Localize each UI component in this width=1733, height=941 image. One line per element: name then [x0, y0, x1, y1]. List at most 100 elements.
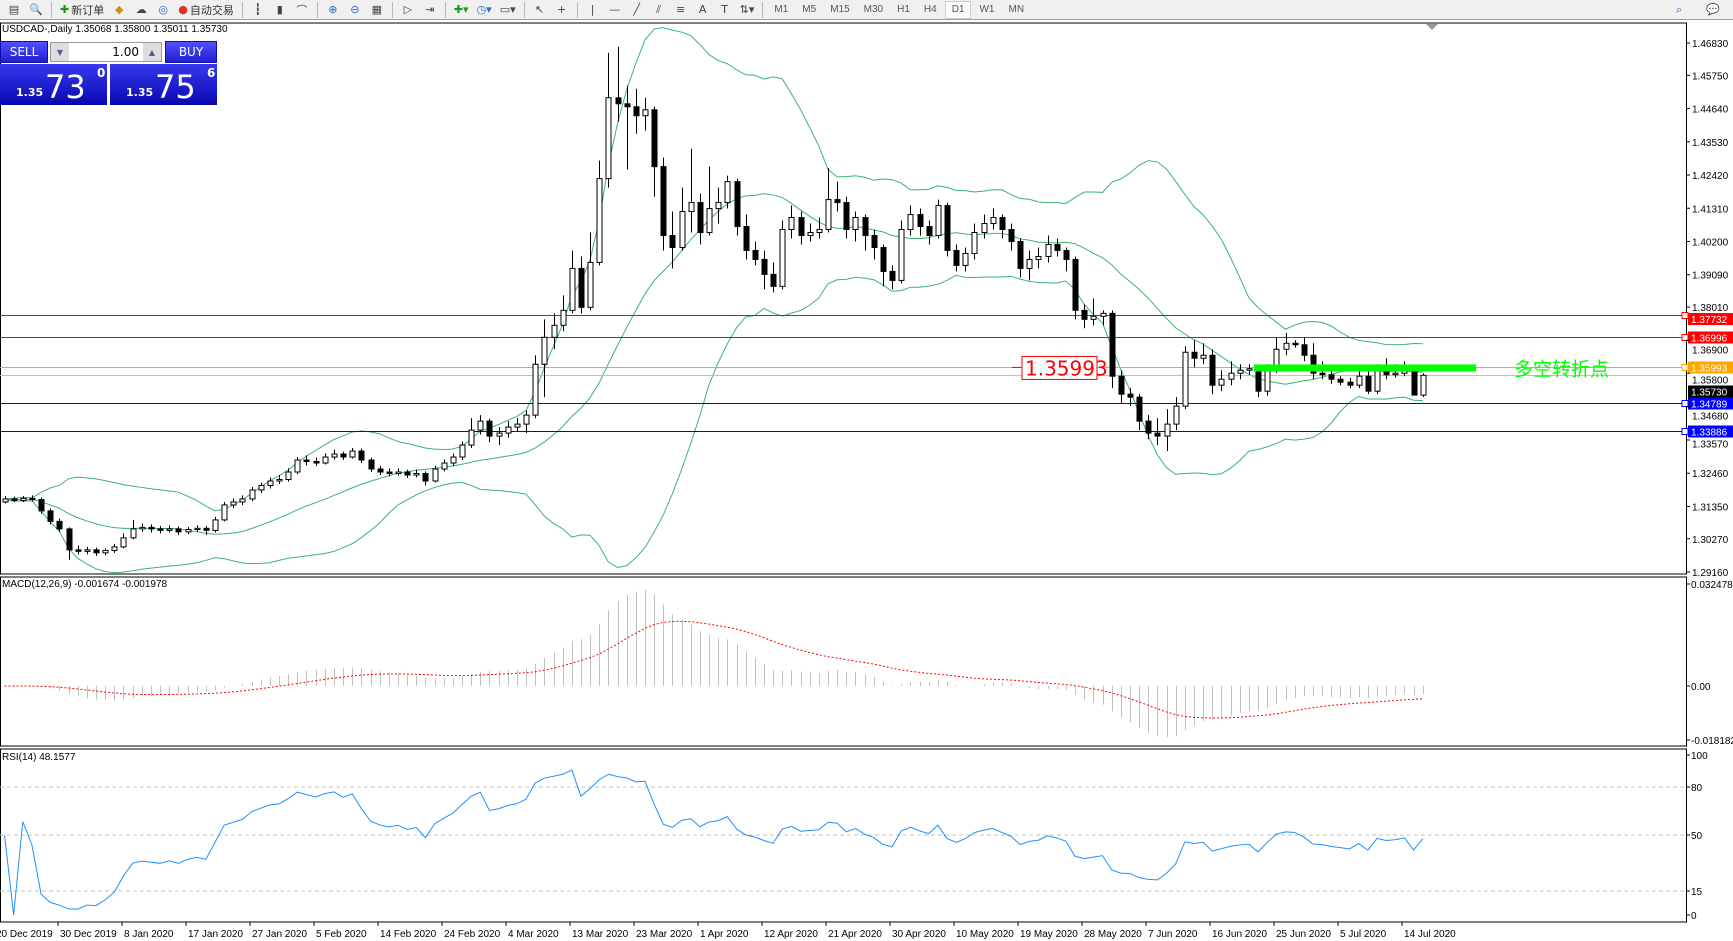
line-chart-button[interactable]: ⌒ [292, 1, 312, 19]
timeframe-mn[interactable]: MN [1008, 4, 1025, 15]
chart-shift-marker-icon [1426, 24, 1438, 30]
horizontal-line-button[interactable]: — [605, 1, 625, 19]
bullish-candle [642, 109, 649, 117]
market-watch-button[interactable]: ◆ [109, 1, 129, 19]
auto-trading-button[interactable]: ● 自动交易 [175, 1, 237, 19]
bullish-candle [459, 444, 466, 458]
arrows-button[interactable]: ⇅▾ [737, 1, 758, 19]
crosshair-button[interactable]: + [552, 1, 572, 19]
text-button[interactable]: A [693, 1, 713, 19]
level-handle-icon [1681, 428, 1689, 435]
bullish-candle [130, 528, 137, 539]
timeframe-m5[interactable]: M5 [802, 4, 817, 15]
increase-lot-icon[interactable]: ▲ [143, 43, 161, 61]
bullish-candle [1356, 375, 1363, 386]
search-icon[interactable]: ⌕ [1675, 2, 1683, 16]
bullish-candle [1090, 315, 1097, 320]
timeframe-m15[interactable]: M15 [830, 4, 850, 15]
timeframe-m1[interactable]: M1 [774, 4, 789, 15]
bullish-candle [1173, 405, 1180, 425]
date-tick-label: 16 Jun 2020 [1212, 929, 1267, 940]
price-tick-label: 1.46830 [1692, 39, 1729, 50]
bullish-candle [541, 336, 548, 365]
bullish-candle [935, 205, 942, 236]
autoscroll-button[interactable]: ⇥ [420, 1, 440, 19]
bearish-candle [1255, 368, 1262, 392]
tile-windows-icon: ▦ [371, 3, 383, 16]
text-label-button[interactable]: T [715, 1, 735, 19]
rsi-tick-label: 0 [1691, 911, 1697, 922]
fibonacci-button[interactable]: ≡ [671, 1, 691, 19]
bearish-candle [358, 450, 365, 461]
price-level-tag [1688, 425, 1733, 438]
date-tick-label: 14 Feb 2020 [380, 929, 437, 940]
bullish-candle [596, 178, 603, 263]
bullish-candle [1035, 255, 1042, 260]
bearish-candle [1209, 354, 1216, 386]
bullish-candle [852, 217, 859, 231]
zoom-window-button[interactable]: 🔍 [26, 1, 46, 19]
lot-size-input[interactable] [69, 45, 143, 59]
decrease-lot-icon[interactable]: ▼ [51, 43, 69, 61]
equidistant-channel-button[interactable]: ⫽ [649, 1, 669, 19]
bullish-candle [1420, 374, 1427, 396]
new-chart-button[interactable]: ▤ [4, 1, 24, 19]
bearish-candle [1292, 342, 1299, 346]
chat-icon[interactable]: 💬 [1706, 3, 1720, 16]
trendline-icon: ╱ [633, 3, 640, 16]
date-tick-label: 23 Mar 2020 [636, 929, 693, 940]
rsi-tick-label: 50 [1691, 831, 1703, 842]
templates-button[interactable]: ▭▾ [497, 1, 519, 19]
chart-shift-button[interactable]: ▷ [398, 1, 418, 19]
bearish-candle [944, 205, 951, 251]
price-tick-label: 1.35800 [1692, 376, 1729, 387]
timeframe-h4[interactable]: H4 [923, 4, 937, 15]
bearish-candle [770, 273, 777, 287]
rsi-tick-label: 100 [1691, 751, 1708, 762]
bullish-candle [413, 473, 420, 476]
bearish-candle [926, 226, 933, 236]
zoom-in-button[interactable]: ⊕ [323, 1, 343, 19]
buy-button[interactable]: BUY [165, 41, 217, 63]
timeframe-d1[interactable]: D1 [944, 0, 972, 19]
bullish-candle [477, 420, 484, 431]
periods-button[interactable]: ◷▾ [474, 1, 495, 19]
templates-icon: ▭▾ [499, 3, 516, 16]
bar-chart-button[interactable]: ┇ [248, 1, 268, 19]
timeframe-h1[interactable]: H1 [897, 4, 910, 15]
bullish-candle [185, 528, 192, 533]
new-order-button[interactable]: ✚ 新订单 [57, 1, 107, 19]
lot-size-stepper[interactable]: ▼ ▲ [50, 42, 162, 62]
bullish-candle [322, 456, 329, 464]
macd-signal-line [4, 620, 1423, 719]
timeframe-w1[interactable]: W1 [979, 4, 995, 15]
toolbar-separator [51, 1, 52, 18]
bullish-candle [395, 471, 402, 475]
data-window-button[interactable]: ☁ [131, 1, 151, 19]
trendline-button[interactable]: ╱ [627, 1, 647, 19]
tile-windows-button[interactable]: ▦ [367, 1, 387, 19]
bearish-candle [66, 528, 73, 551]
bearish-candle [203, 527, 210, 531]
signals-button[interactable]: ◎ [153, 1, 173, 19]
zoom-out-button[interactable]: ⊖ [345, 1, 365, 19]
bid-price[interactable]: 1.35 73 0 [0, 64, 107, 105]
toolbar-separator [523, 1, 525, 18]
vertical-line-icon: | [590, 3, 595, 16]
bearish-candle [843, 202, 850, 231]
cursor-button[interactable]: ↖ [530, 1, 550, 19]
indicators-button[interactable]: ✚▾ [451, 1, 472, 19]
candlestick-button[interactable]: ▮ [270, 1, 290, 19]
ask-price[interactable]: 1.35 75 6 [110, 64, 217, 105]
vertical-line-button[interactable]: | [583, 1, 603, 19]
price-level-tag [1688, 313, 1733, 326]
timeframe-m30[interactable]: M30 [863, 4, 884, 15]
bearish-candle [93, 549, 100, 554]
sell-button[interactable]: SELL [0, 41, 48, 63]
pivot-zone-bar [1254, 364, 1476, 372]
price-tick-label: 1.34680 [1692, 412, 1729, 423]
one-click-trading-panel: SELL ▼ ▲ BUY 1.35 73 0 1.35 75 6 [0, 41, 217, 105]
ask-price-prefix: 1.35 [126, 86, 154, 99]
bullish-candle [258, 484, 265, 491]
